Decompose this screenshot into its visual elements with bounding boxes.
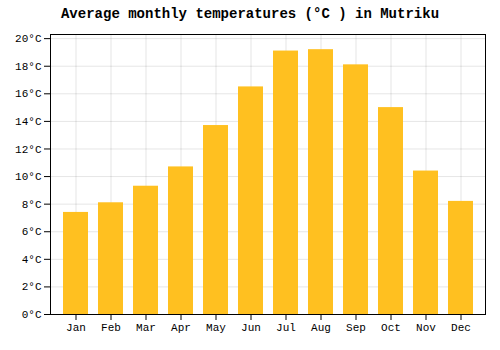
svg-text:4°C: 4°C: [22, 254, 42, 266]
svg-text:14°C: 14°C: [15, 116, 42, 128]
svg-text:2°C: 2°C: [22, 281, 42, 293]
svg-text:Aug: Aug: [311, 322, 331, 334]
svg-text:Apr: Apr: [171, 322, 191, 334]
svg-text:0°C: 0°C: [22, 309, 42, 321]
svg-text:16°C: 16°C: [15, 88, 42, 100]
svg-text:Mar: Mar: [136, 322, 156, 334]
svg-text:6°C: 6°C: [22, 226, 42, 238]
svg-text:18°C: 18°C: [15, 61, 42, 73]
svg-text:Oct: Oct: [381, 322, 401, 334]
svg-text:8°C: 8°C: [22, 199, 42, 211]
svg-text:Nov: Nov: [416, 322, 436, 334]
svg-text:20°C: 20°C: [15, 33, 42, 45]
svg-text:10°C: 10°C: [15, 171, 42, 183]
svg-text:Jan: Jan: [66, 322, 86, 334]
svg-text:May: May: [206, 322, 226, 334]
svg-text:Feb: Feb: [101, 322, 121, 334]
svg-text:Jun: Jun: [241, 322, 261, 334]
svg-text:Dec: Dec: [451, 322, 471, 334]
svg-text:12°C: 12°C: [15, 144, 42, 156]
svg-text:Sep: Sep: [346, 322, 366, 334]
html-text:Average monthly temperatures (: Average monthly temperatures (°C ) in Mu…: [61, 6, 439, 22]
svg-text:Jul: Jul: [276, 322, 296, 334]
